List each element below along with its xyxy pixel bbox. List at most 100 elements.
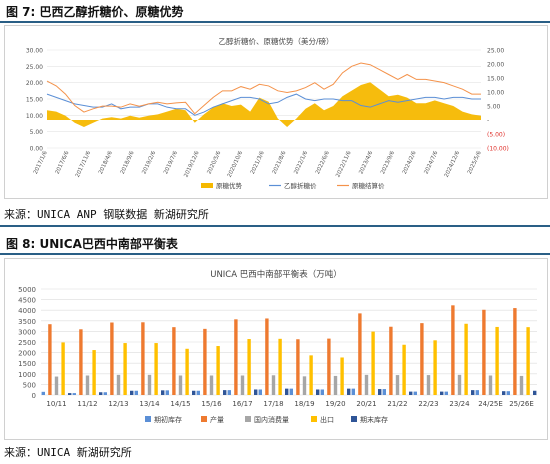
bar-1-8 xyxy=(296,339,300,395)
bar-4-9 xyxy=(347,388,351,395)
bar-0-11 xyxy=(382,389,386,395)
y-tick-label: 500 xyxy=(23,381,36,389)
x-category-label: 17/18 xyxy=(263,400,283,408)
x-tick-label: 2019/12/6 xyxy=(183,150,201,179)
x-tick-label: 2024/12/6 xyxy=(444,150,462,179)
bar-1-6 xyxy=(234,319,238,395)
left-tick-label: 10.00 xyxy=(26,113,43,120)
bar-3-7 xyxy=(278,338,282,395)
bar-2-9 xyxy=(333,375,338,395)
x-category-label: 24/25E xyxy=(478,400,503,408)
right-tick-label: - xyxy=(487,118,489,125)
bar-2-10 xyxy=(364,374,369,395)
y-tick-label: 3500 xyxy=(18,318,36,326)
bar-2-14 xyxy=(488,375,493,395)
x-category-label: 12/13 xyxy=(108,400,128,408)
right-tick-label: 5.00 xyxy=(487,104,501,111)
legend-label: 出口 xyxy=(320,415,334,424)
x-tick-label: 2025/5/6 xyxy=(467,150,483,175)
x-category-label: 16/17 xyxy=(232,400,252,408)
bar-4-15 xyxy=(533,390,537,395)
bar-2-1 xyxy=(85,375,90,395)
fig8-source: 来源：UNICA 新湖研究所 xyxy=(4,446,132,459)
x-tick-label: 2024/2/6 xyxy=(402,150,418,175)
bar-3-0 xyxy=(61,342,65,395)
legend-swatch xyxy=(201,183,213,188)
bar-0-2 xyxy=(103,392,107,395)
bar-4-5 xyxy=(223,390,227,395)
legend-swatch xyxy=(201,416,207,422)
y-tick-label: 1500 xyxy=(18,360,36,368)
right-tick-label: (10.00) xyxy=(487,146,509,153)
x-tick-label: 2020/5/6 xyxy=(207,150,223,175)
bar-1-7 xyxy=(265,318,269,395)
bar-3-2 xyxy=(123,343,127,395)
bar-4-7 xyxy=(285,388,289,395)
x-tick-label: 2022/6/6 xyxy=(315,150,331,175)
x-category-label: 23/24 xyxy=(449,400,470,408)
left-tick-label: 5.00 xyxy=(30,129,44,136)
fig8-chart: UNICA 巴西中南部平衡表（万吨） 0 500 1000 1500 2000 2500 3… xyxy=(18,269,537,424)
bar-2-7 xyxy=(271,375,276,395)
series-line-1 xyxy=(46,93,481,116)
fig7-bottom-rule xyxy=(0,225,550,227)
left-tick-label: 20.00 xyxy=(26,80,43,87)
bar-0-14 xyxy=(475,390,479,395)
right-tick-label: (5.00) xyxy=(487,132,505,139)
bar-3-6 xyxy=(247,339,251,395)
bar-2-0 xyxy=(54,376,59,395)
bar-1-10 xyxy=(358,313,362,395)
bar-1-12 xyxy=(420,323,424,395)
fig8-caption: 图 8: UNICA巴西中南部平衡表 xyxy=(6,237,178,251)
bar-2-6 xyxy=(240,375,245,395)
x-tick-label: 2017/11/6 xyxy=(75,150,93,179)
y-tick-label: 3000 xyxy=(18,328,36,336)
bar-2-8 xyxy=(302,376,307,395)
right-tick-label: 25.00 xyxy=(487,48,504,55)
bar-3-3 xyxy=(154,343,158,395)
legend-label: 期末库存 xyxy=(360,415,388,424)
bar-0-7 xyxy=(258,389,262,395)
bar-0-6 xyxy=(227,390,231,395)
bar-4-2 xyxy=(130,390,134,395)
bar-4-8 xyxy=(316,389,320,395)
legend-label: 期初库存 xyxy=(154,415,182,424)
y-tick-label: 2000 xyxy=(18,350,36,358)
fig7-caption: 图 7: 巴西乙醇折糖价、原糖优势 xyxy=(6,5,184,19)
x-tick-label: 2018/9/6 xyxy=(120,150,136,175)
x-tick-label: 2021/3/6 xyxy=(250,150,266,175)
x-category-label: 22/23 xyxy=(418,400,438,408)
y-tick-label: 4500 xyxy=(18,297,36,305)
legend-label: 原糖优势 xyxy=(216,181,243,190)
bar-3-8 xyxy=(309,355,313,395)
fig7-chart-panel: 乙醇折糖价、原糖优势（美分/磅） 0.00 5.00 10.00 15.00 20.00… xyxy=(4,25,548,199)
y-tick-label: 1000 xyxy=(18,371,36,379)
bar-1-0 xyxy=(48,324,52,395)
x-category-label: 25/26E xyxy=(509,400,534,408)
bar-2-13 xyxy=(457,374,462,395)
bar-2-11 xyxy=(395,375,400,395)
right-tick-label: 20.00 xyxy=(487,62,504,69)
legend-swatch xyxy=(311,416,317,422)
fig8-top-rule xyxy=(0,253,550,255)
bar-3-12 xyxy=(433,340,437,395)
bar-4-13 xyxy=(471,390,475,395)
bar-3-1 xyxy=(92,350,96,395)
bar-0-3 xyxy=(134,390,138,395)
right-tick-label: 10.00 xyxy=(487,90,504,97)
bar-1-15 xyxy=(513,308,517,395)
fig7-top-rule xyxy=(0,21,550,23)
legend-label: 产量 xyxy=(210,415,224,424)
x-tick-label: 2018/4/6 xyxy=(98,150,114,175)
bar-1-4 xyxy=(172,327,176,395)
x-tick-label: 2019/2/6 xyxy=(141,150,157,175)
left-tick-label: 0.00 xyxy=(30,146,44,153)
bar-1-3 xyxy=(141,322,145,395)
x-tick-label: 2022/1/6 xyxy=(293,150,309,175)
legend-label: 乙醇折糖价 xyxy=(284,181,317,190)
chart-title: UNICA 巴西中南部平衡表（万吨） xyxy=(210,269,342,280)
x-tick-label: 2020/10/6 xyxy=(227,150,245,179)
y-tick-label: 2500 xyxy=(18,339,36,347)
legend-label: 原糖结算价 xyxy=(352,181,385,190)
y-tick-label: 4000 xyxy=(18,307,36,315)
